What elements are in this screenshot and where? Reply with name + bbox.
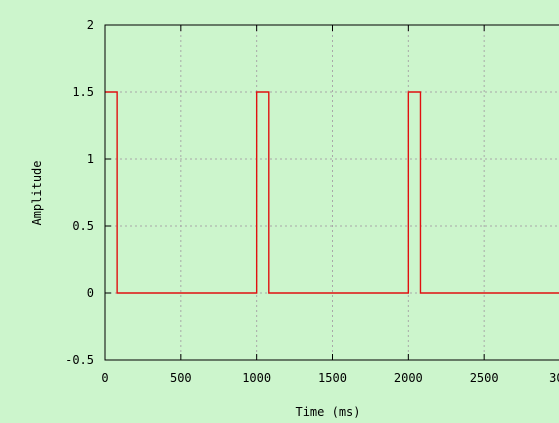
y-tick-label: 0	[87, 286, 94, 300]
x-tick-label: 2500	[470, 371, 499, 385]
y-tick-label: 0.5	[72, 219, 94, 233]
x-tick-label: 2000	[394, 371, 423, 385]
x-axis-title: Time (ms)	[295, 405, 360, 419]
plot-border	[104, 24, 559, 361]
x-tick-label: 1500	[318, 371, 347, 385]
y-tick-label: 2	[87, 18, 94, 32]
y-axis-title: Amplitude	[30, 160, 44, 225]
series-line	[105, 91, 559, 294]
y-tick-label: 1.5	[72, 85, 94, 99]
x-tick-label: 500	[170, 371, 192, 385]
label-layer: 0 500 1000 1500 2000 2500 300 -0.5 0 0.5 1 1.5 2	[65, 18, 559, 385]
x-tick-label: 300	[549, 371, 559, 385]
y-tick-label: 1	[87, 152, 94, 166]
y-tick-label: -0.5	[65, 353, 94, 367]
x-tick-label: 1000	[242, 371, 271, 385]
x-tick-label: 0	[101, 371, 108, 385]
